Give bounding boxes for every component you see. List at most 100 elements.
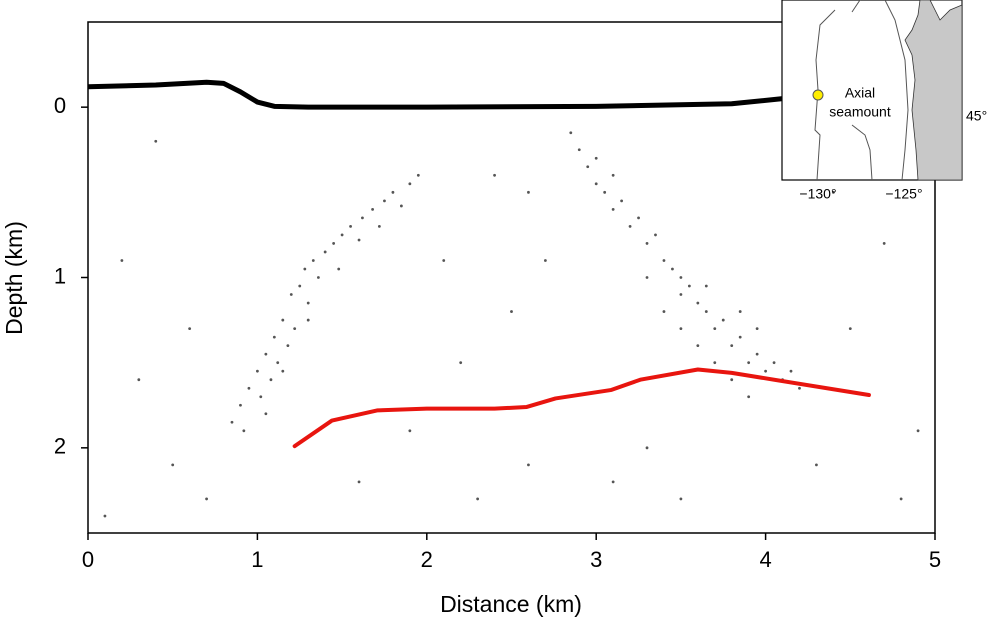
axial-seamount-marker — [812, 89, 824, 101]
inset-tick-label: −130° — [799, 186, 836, 202]
earthquake-point — [645, 276, 649, 279]
earthquake-point — [337, 267, 341, 271]
earthquake-point — [916, 429, 920, 433]
inset-label: Axial — [845, 85, 875, 101]
earthquake-point — [882, 242, 886, 245]
plot-frame — [87, 21, 936, 534]
x-tick-label: 2 — [421, 547, 433, 572]
earthquake-point — [323, 250, 327, 254]
earthquake-point — [264, 352, 268, 356]
earthquake-point — [154, 139, 158, 143]
earthquake-point — [259, 395, 263, 399]
earthquake-point — [377, 225, 381, 228]
earthquake-point — [357, 238, 361, 242]
earthquake-point — [349, 225, 352, 228]
earthquake-point — [247, 386, 251, 390]
earthquake-point — [357, 480, 361, 484]
earthquake-point — [594, 156, 598, 160]
earthquake-point — [594, 182, 598, 186]
earthquake-point — [713, 327, 717, 330]
earthquake-point — [281, 369, 285, 373]
earthquake-point — [611, 207, 615, 211]
earthquake-point — [459, 361, 463, 365]
earthquake-point — [264, 412, 268, 416]
earthquake-point — [361, 216, 364, 220]
x-tick-label: 0 — [82, 547, 94, 572]
earthquake-point — [704, 310, 708, 313]
earthquake-point — [272, 335, 276, 339]
earthquake-point — [306, 318, 310, 322]
earthquake-point — [764, 369, 767, 373]
earthquake-point — [276, 361, 280, 365]
inset-label: seamount — [829, 104, 891, 120]
earthquake-point — [772, 361, 776, 365]
earthquake-point — [620, 199, 624, 203]
earthquake-point — [654, 233, 657, 237]
x-tick-label: 1 — [251, 547, 263, 572]
earthquake-point — [679, 497, 683, 501]
earthquake-point — [311, 259, 315, 262]
earthquake-point — [103, 514, 107, 518]
earthquake-point — [848, 327, 852, 330]
earthquake-point — [316, 276, 320, 279]
earthquake-point — [303, 267, 307, 271]
x-tick-label: 4 — [759, 547, 771, 572]
earthquake-point — [256, 369, 259, 373]
earthquake-point — [269, 378, 273, 382]
y-tick-label: 0 — [54, 93, 66, 118]
earthquake-point — [120, 259, 124, 262]
earthquake-point — [679, 293, 683, 296]
earthquake-point — [371, 207, 374, 211]
earthquake-point — [831, 190, 835, 194]
earthquake-point — [286, 344, 290, 348]
earthquake-point — [637, 216, 640, 220]
earthquake-point — [306, 301, 310, 305]
x-tick-label: 5 — [929, 547, 941, 572]
earthquake-point — [493, 173, 496, 177]
earthquake-point — [611, 173, 615, 177]
earthquake-point — [188, 327, 192, 330]
y-tick-label: 1 — [54, 263, 66, 288]
earthquake-point — [815, 463, 818, 467]
earthquake-point — [239, 403, 242, 407]
earthquake-point — [281, 318, 285, 322]
earthquake-point — [738, 335, 742, 339]
x-axis-label: Distance (km) — [440, 591, 582, 617]
earthquake-point — [408, 429, 412, 433]
earthquake-point — [332, 242, 336, 245]
earthquake-point — [747, 361, 751, 365]
earthquake-point — [298, 284, 302, 288]
earthquake-point — [738, 310, 742, 313]
earthquake-point — [399, 204, 403, 208]
earthquake-point — [543, 259, 547, 262]
earthquake-point — [383, 199, 386, 203]
earthquake-point — [730, 344, 734, 348]
earthquake-point — [687, 284, 691, 288]
earthquake-point — [721, 318, 725, 322]
earthquake-point — [611, 480, 615, 484]
earthquake-point — [340, 233, 344, 237]
earthquake-point — [603, 190, 607, 194]
earthquake-point — [416, 173, 420, 177]
earthquake-point — [755, 327, 759, 330]
earthquake-point — [137, 378, 141, 382]
earthquake-point — [696, 344, 700, 348]
margin-line — [884, 0, 909, 181]
earthquake-point — [645, 242, 649, 245]
y-tick-label: 2 — [54, 434, 66, 459]
earthquake-point — [577, 148, 581, 152]
earthquake-point — [628, 225, 632, 228]
earthquake-point — [713, 361, 717, 365]
earthquake-point — [527, 190, 530, 194]
earthquake-point — [510, 310, 513, 313]
inset-map: Axial seamount −130° −125° 45° — [781, 0, 987, 202]
earthquake-point — [391, 190, 395, 194]
earthquake-point — [442, 259, 446, 262]
earthquake-point — [527, 463, 530, 467]
earthquake-point — [679, 276, 683, 279]
earthquake-point — [289, 293, 293, 296]
earthquake-point — [798, 386, 801, 390]
earthquake-point — [671, 267, 674, 271]
earthquake-point — [293, 327, 297, 330]
